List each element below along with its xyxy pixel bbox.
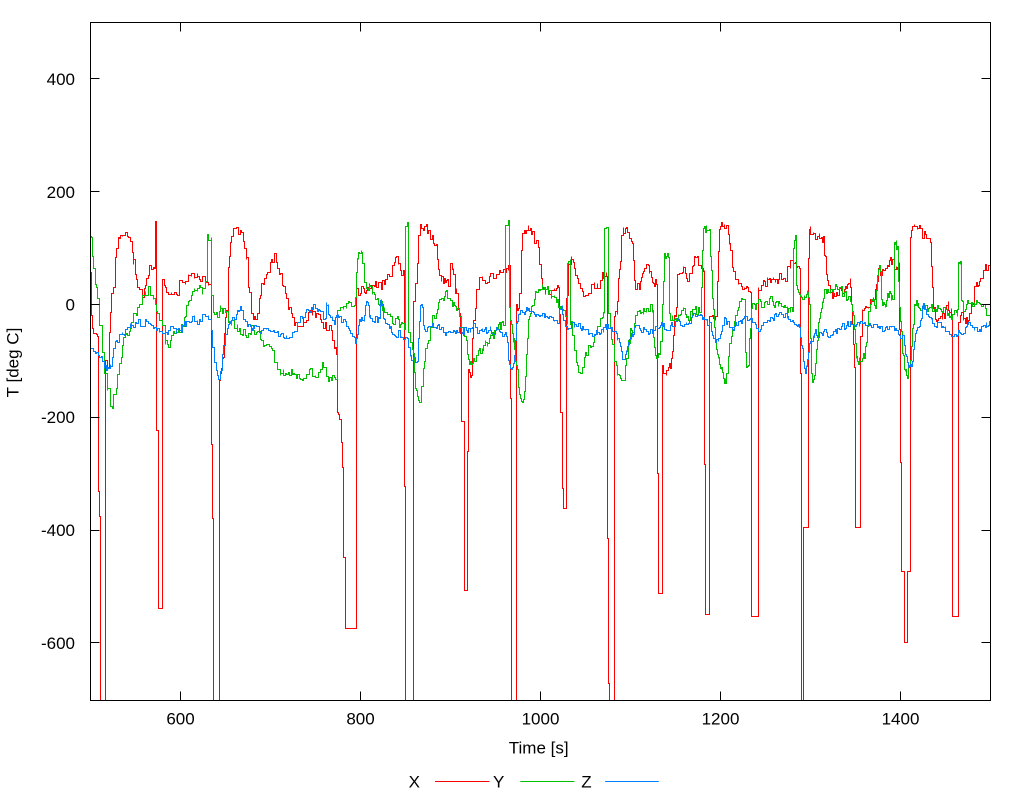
svg-text:Time [s]: Time [s]	[509, 739, 569, 758]
svg-text:1000: 1000	[522, 710, 560, 729]
svg-text:1200: 1200	[702, 710, 740, 729]
svg-text:-600: -600	[41, 634, 75, 653]
svg-text:400: 400	[47, 70, 75, 89]
svg-text:1400: 1400	[882, 710, 920, 729]
svg-text:Y: Y	[493, 772, 504, 791]
svg-text:0: 0	[66, 296, 75, 315]
svg-text:Z: Z	[581, 772, 591, 791]
svg-text:800: 800	[346, 710, 374, 729]
svg-text:X: X	[409, 772, 420, 791]
svg-text:-200: -200	[41, 408, 75, 427]
svg-text:600: 600	[166, 710, 194, 729]
svg-text:200: 200	[47, 183, 75, 202]
svg-text:T [deg C]: T [deg C]	[4, 328, 23, 398]
svg-text:-400: -400	[41, 521, 75, 540]
